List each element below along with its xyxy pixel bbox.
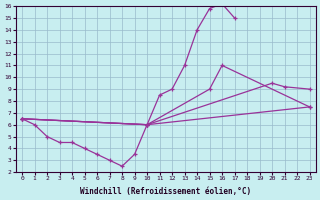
X-axis label: Windchill (Refroidissement éolien,°C): Windchill (Refroidissement éolien,°C): [80, 187, 252, 196]
